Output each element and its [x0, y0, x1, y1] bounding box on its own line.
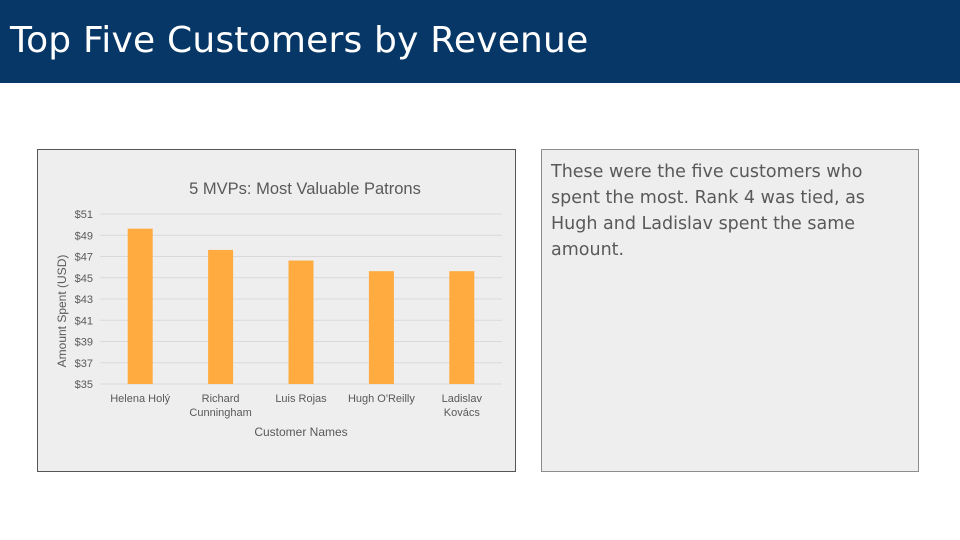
- bar: [288, 260, 314, 384]
- y-tick-label: $41: [75, 315, 93, 327]
- title-bar: Top Five Customers by Revenue: [0, 0, 960, 83]
- description-panel: These were the five customers who spent …: [541, 149, 919, 472]
- bar: [127, 228, 153, 384]
- y-tick-label: $39: [75, 337, 93, 349]
- x-tick-label: Hugh O'Reilly: [348, 393, 415, 405]
- x-axis-label: Customer Names: [254, 425, 347, 439]
- y-tick-label: $51: [75, 209, 93, 221]
- x-tick-label: Kovács: [444, 407, 481, 419]
- chart-title: 5 MVPs: Most Valuable Patrons: [189, 180, 421, 198]
- bar: [449, 271, 475, 384]
- x-tick-label: Cunningham: [189, 407, 251, 419]
- chart-panel: 5 MVPs: Most Valuable Patrons $35 $37 $39 $4…: [37, 149, 516, 472]
- x-tick-label: Ladislav: [442, 393, 483, 405]
- bar: [368, 271, 394, 384]
- y-tick-label: $37: [75, 358, 93, 370]
- revenue-bar-chart: 5 MVPs: Most Valuable Patrons $35 $37 $39 $4…: [55, 180, 502, 439]
- y-tick-label: $35: [75, 379, 93, 391]
- description-text: These were the five customers who spent …: [551, 162, 865, 260]
- bar: [208, 249, 234, 384]
- x-tick-label: Luis Rojas: [275, 393, 327, 405]
- y-axis-label: Amount Spent (USD): [55, 255, 69, 368]
- y-tick-label: $49: [75, 230, 93, 242]
- x-tick-label: Helena Holý: [110, 393, 170, 405]
- y-tick-label: $47: [75, 252, 93, 264]
- slide-title: Top Five Customers by Revenue: [10, 20, 589, 61]
- x-tick-label: Richard: [202, 393, 240, 405]
- y-tick-label: $43: [75, 294, 93, 306]
- y-tick-label: $45: [75, 273, 93, 285]
